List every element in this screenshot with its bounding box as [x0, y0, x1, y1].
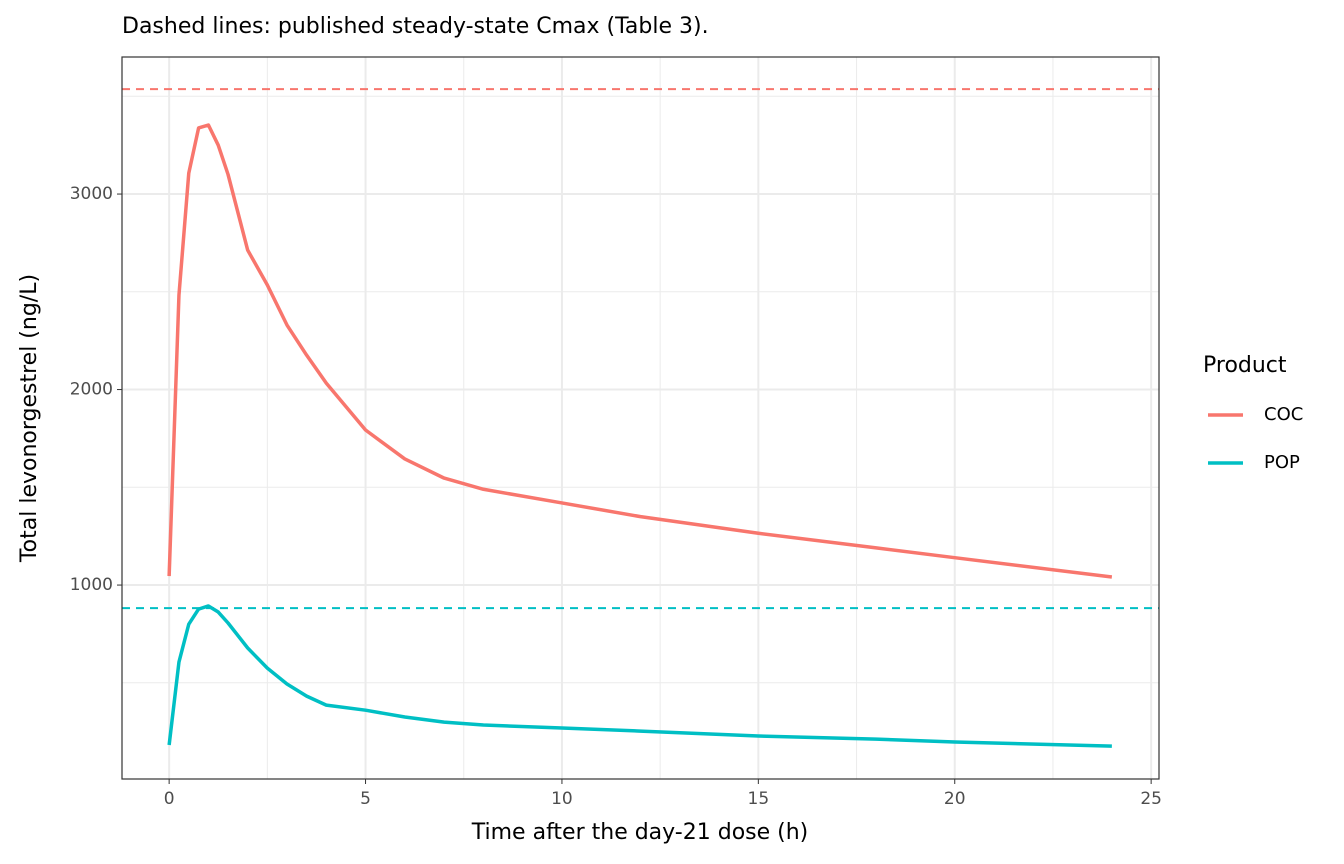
x-axis-label: Time after the day-21 dose (h) [471, 820, 809, 845]
panel-border [121, 56, 1160, 780]
y-tick-label: 3000 [70, 184, 113, 204]
x-tick-label: 5 [360, 789, 371, 809]
x-tick-label: 10 [551, 789, 573, 809]
y-axis-label: Total levonorgestrel (ng/L) [17, 274, 42, 563]
y-tick-label: 2000 [70, 380, 113, 400]
legend-label: POP [1264, 452, 1300, 473]
legend-label: COC [1264, 404, 1303, 425]
x-tick-label: 15 [748, 789, 770, 809]
x-tick-label: 0 [164, 789, 175, 809]
data-line [167, 604, 1112, 748]
chart-title: Dashed lines: published steady-state Cma… [122, 14, 709, 39]
x-tick-label: 25 [1140, 789, 1162, 809]
legend-title: Product [1203, 353, 1287, 378]
data-line [167, 123, 1113, 579]
x-tick-label: 20 [944, 789, 966, 809]
y-tick-label: 1000 [70, 575, 113, 595]
